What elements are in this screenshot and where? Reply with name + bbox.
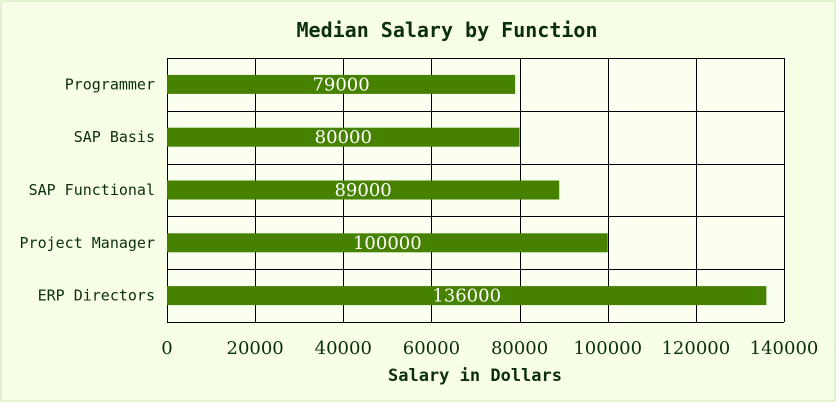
bar [167,233,608,253]
x-tick-label: 100000 [573,338,642,359]
bar [167,74,516,94]
category-label: Programmer [65,75,155,93]
data-labels: 79000 80000 89000 100000 136000 [312,74,501,306]
category-label: SAP Functional [29,181,155,199]
data-label: 100000 [353,233,422,254]
chart-title: Median Salary by Function [296,18,597,42]
bar [167,286,767,306]
data-label: 136000 [432,286,501,307]
category-label: ERP Directors [38,287,155,305]
bars [167,74,767,306]
x-tick-label: 0 [161,338,172,359]
category-labels: Programmer SAP Basis SAP Functional Project… [20,75,155,304]
x-tick-label: 60000 [403,338,460,359]
data-label: 79000 [312,74,369,95]
category-label: Project Manager [20,234,155,252]
category-label: SAP Basis [74,128,155,146]
x-tick-label: 40000 [315,338,372,359]
x-tick-label: 20000 [227,338,284,359]
bar [167,127,520,147]
x-tick-label: 120000 [661,338,730,359]
data-label: 89000 [334,180,391,201]
x-tick-label: 140000 [750,338,819,359]
x-axis-label: Salary in Dollars [388,366,562,386]
grid-lines [167,58,785,323]
x-tick-label: 80000 [491,338,548,359]
data-label: 80000 [315,127,372,148]
bar [167,180,560,200]
x-tick-labels: 0 20000 40000 60000 80000 100000 120000 140000 [161,338,818,359]
